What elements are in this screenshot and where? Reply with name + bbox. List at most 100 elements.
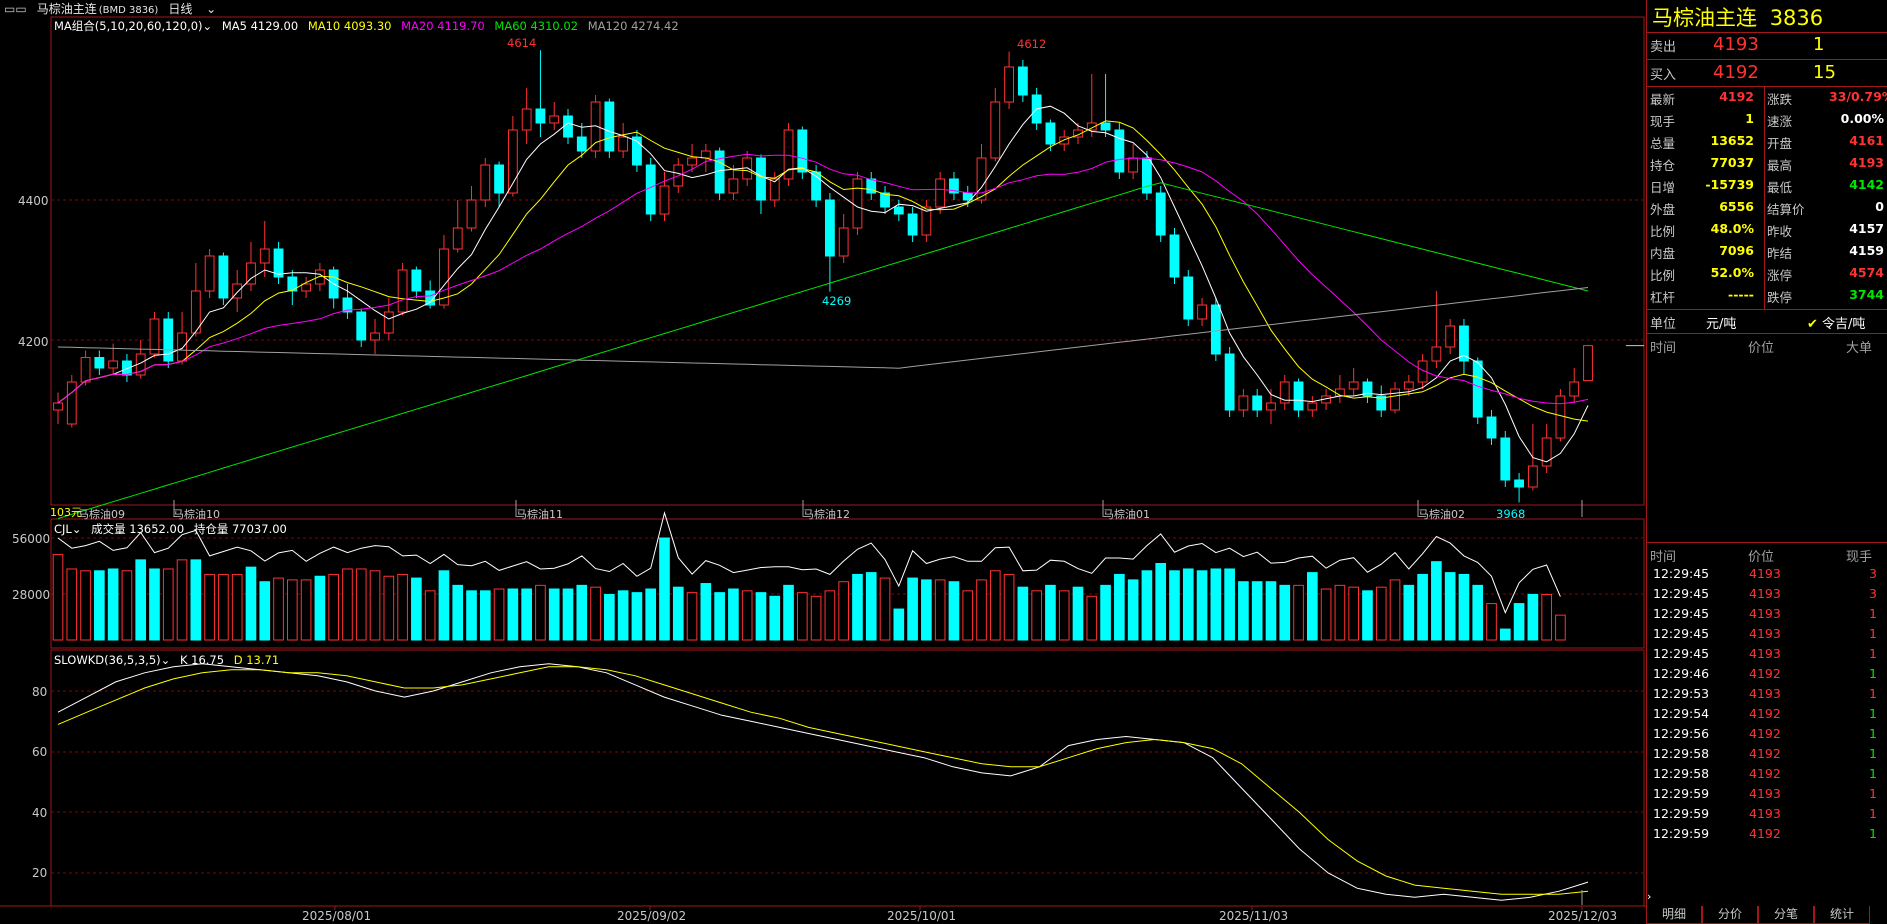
- bigorder-header-price: 价位: [1748, 337, 1774, 356]
- stat-label: 速涨: [1767, 111, 1792, 130]
- tick-price: 4192: [1749, 746, 1781, 761]
- tick-qty: 1: [1869, 786, 1877, 801]
- volume-bar: [1363, 591, 1373, 640]
- candle-body: [1156, 193, 1165, 235]
- volume-bar: [990, 571, 1000, 640]
- volume-bar: [246, 567, 256, 640]
- candle-body: [1473, 361, 1482, 417]
- volume-bar: [729, 589, 739, 640]
- stat-value: 33/0.79%: [1829, 89, 1884, 104]
- stat-value: 4161: [1829, 133, 1884, 148]
- sell-row[interactable]: 卖出 4193 1: [1647, 34, 1887, 56]
- volume-bar: [232, 574, 242, 640]
- candle-body: [1184, 277, 1193, 319]
- tick-time: 12:29:53: [1653, 686, 1709, 701]
- tab-statistics[interactable]: 统计: [1814, 906, 1870, 924]
- ma-combo-label[interactable]: MA组合(5,10,20,60,120,0): [54, 19, 203, 33]
- volume-bar: [329, 574, 339, 640]
- candle-body: [302, 284, 311, 291]
- bigorder-header-size: 大单: [1846, 337, 1872, 356]
- slowkd-label[interactable]: SLOWKD(36,5,3,5): [54, 653, 161, 667]
- volume-bar: [977, 580, 987, 640]
- tick-price: 4193: [1749, 626, 1781, 641]
- tab-tick-list[interactable]: 分笔: [1758, 906, 1814, 924]
- volume-bar: [1500, 629, 1510, 640]
- volume-bar: [150, 569, 160, 640]
- symbol-title[interactable]: 马棕油主连: [37, 2, 97, 16]
- candle-body: [536, 109, 545, 123]
- volume-bar: [67, 569, 77, 640]
- cursor-chevron-icon: ›: [1647, 890, 1651, 903]
- stat-value: -15739: [1699, 177, 1754, 192]
- tick-price: 4193: [1749, 566, 1781, 581]
- x-date-label: 2025/09/02: [617, 909, 686, 923]
- volume-bar: [798, 593, 808, 640]
- volume-bar: [1211, 569, 1221, 640]
- candle-body: [260, 249, 269, 263]
- candle-body: [1060, 137, 1069, 144]
- ma-legend: MA组合(5,10,20,60,120,0)⌄ MA5 4129.00 MA10…: [54, 18, 685, 34]
- candle-body: [95, 358, 104, 369]
- volume-bar: [1128, 580, 1138, 640]
- quote-panel: 马棕油主连 3836 卖出 4193 1 买入 4192 15 最新 4192 …: [1646, 0, 1887, 924]
- volume-bar: [1239, 582, 1249, 640]
- dual-square-icon[interactable]: ▭▭: [4, 2, 27, 16]
- unit-row: 单位 元/吨: [1650, 313, 1736, 332]
- candle-body: [1308, 403, 1317, 410]
- d-value: D 13.71: [234, 653, 279, 667]
- tick-qty: 1: [1869, 666, 1877, 681]
- candle-body: [1528, 466, 1537, 487]
- candle-body: [1170, 235, 1179, 277]
- tick-time: 12:29:45: [1653, 606, 1709, 621]
- ma10-value: MA10 4093.30: [308, 19, 392, 33]
- volume-bar: [1487, 604, 1497, 640]
- stat-label: 现手: [1650, 111, 1675, 130]
- chart-canvas[interactable]: [0, 0, 1646, 924]
- candle-body: [205, 256, 214, 291]
- volume-bar: [494, 589, 504, 640]
- candle-body: [1501, 438, 1510, 480]
- tick-time: 12:29:45: [1653, 586, 1709, 601]
- volume-bar: [1115, 574, 1125, 640]
- contract-label: 马棕油12: [803, 506, 850, 522]
- stat-value: 1: [1699, 111, 1754, 126]
- tick-time: 12:29:59: [1653, 826, 1709, 841]
- candle-body: [564, 116, 573, 137]
- volume-bar: [1101, 585, 1111, 640]
- tick-price: 4193: [1749, 786, 1781, 801]
- candle-body: [701, 151, 710, 158]
- tick-qty: 3: [1869, 586, 1877, 601]
- volume-bar: [632, 593, 642, 640]
- volume-bar: [949, 582, 959, 640]
- unit-option[interactable]: ✔ 令吉/吨: [1807, 313, 1865, 332]
- stat-value: 4142: [1829, 177, 1884, 192]
- period-selector[interactable]: 日线 ⌄: [168, 2, 226, 16]
- x-date-label: 2025/11/03: [1219, 909, 1288, 923]
- tick-row[interactable]: 12:29:59 4192 1: [1647, 826, 1887, 850]
- tick-price: 4192: [1749, 666, 1781, 681]
- unit-value[interactable]: 元/吨: [1706, 317, 1736, 332]
- candle-body: [936, 179, 945, 207]
- volume-bar: [687, 593, 697, 640]
- ma20-value: MA20 4119.70: [401, 19, 485, 33]
- quote-title: 马棕油主连 3836: [1652, 2, 1823, 32]
- candle-body: [357, 312, 366, 340]
- volume-bar: [95, 571, 105, 640]
- candle-body: [660, 186, 669, 214]
- volume-bar: [425, 591, 435, 640]
- tab-detail[interactable]: 明细: [1646, 906, 1702, 924]
- x-date-label: 2025/08/01: [302, 909, 371, 923]
- candle-body: [1556, 396, 1565, 438]
- tab-price-distribution[interactable]: 分价: [1702, 906, 1758, 924]
- tick-header-qty: 现手: [1846, 546, 1872, 565]
- stat-label: 杠杆: [1650, 287, 1675, 306]
- contract-label: 马棕油11: [516, 506, 563, 522]
- stat-value: 13652: [1699, 133, 1754, 148]
- volume-bar: [549, 589, 559, 640]
- volume-bar: [81, 571, 91, 640]
- candle-body: [605, 102, 614, 151]
- ma60-value: MA60 4310.02: [494, 19, 578, 33]
- y-tick: 40: [32, 806, 80, 820]
- buy-row[interactable]: 买入 4192 15: [1647, 62, 1887, 84]
- candle-body: [1225, 354, 1234, 410]
